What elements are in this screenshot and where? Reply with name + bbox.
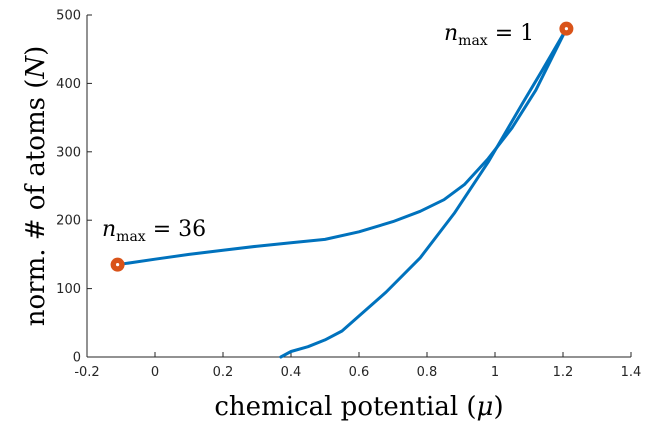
annotation-var: n [102, 217, 116, 242]
x-tick-label: 1.2 [553, 365, 574, 380]
x-tick-label: 1 [491, 365, 499, 380]
series-layer [116, 27, 568, 359]
annotation-sub: max [116, 229, 146, 245]
series-line-1 [279, 27, 568, 359]
x-axis-title-symbol: μ [477, 392, 494, 422]
x-tick-label: 0.8 [417, 365, 438, 380]
y-axis-title-text: norm. # of atoms ( [21, 79, 51, 327]
endpoint-marker-center [116, 263, 120, 267]
series-line-2 [116, 27, 568, 267]
x-tick-label: 0 [151, 365, 159, 380]
x-tick-label: -0.2 [74, 365, 99, 380]
annotation-sub: max [458, 33, 488, 49]
y-axis-title: norm. # of atoms (N) [21, 46, 51, 327]
x-tick-label: 0.4 [281, 365, 302, 380]
x-axis-title: chemical potential (μ) [214, 392, 503, 422]
y-tick-label: 0 [73, 351, 81, 366]
annotation-nmax-1: nmax = 1 [444, 21, 534, 49]
annotation-var: n [444, 21, 458, 46]
annotation-rest: = 36 [146, 217, 206, 242]
y-tick-label: 400 [56, 77, 81, 92]
x-tick-label: 1.4 [621, 365, 642, 380]
y-tick-label: 300 [56, 145, 81, 160]
x-tick-label: 0.2 [213, 365, 234, 380]
x-tick-label: 0.6 [349, 365, 370, 380]
annotation-rest: = 1 [488, 21, 534, 46]
annotation-nmax-36: nmax = 36 [102, 217, 206, 245]
y-tick-label: 500 [56, 9, 81, 24]
x-axis-title-close: ) [493, 392, 503, 422]
y-axis-title-symbol: N [21, 55, 51, 80]
y-tick-label: 100 [56, 282, 81, 297]
y-axis-title-close: ) [21, 46, 51, 56]
marker-layer [110, 21, 574, 272]
y-tick-label: 200 [56, 214, 81, 229]
x-axis-title-text: chemical potential ( [214, 392, 476, 422]
endpoint-marker-center [564, 27, 569, 31]
